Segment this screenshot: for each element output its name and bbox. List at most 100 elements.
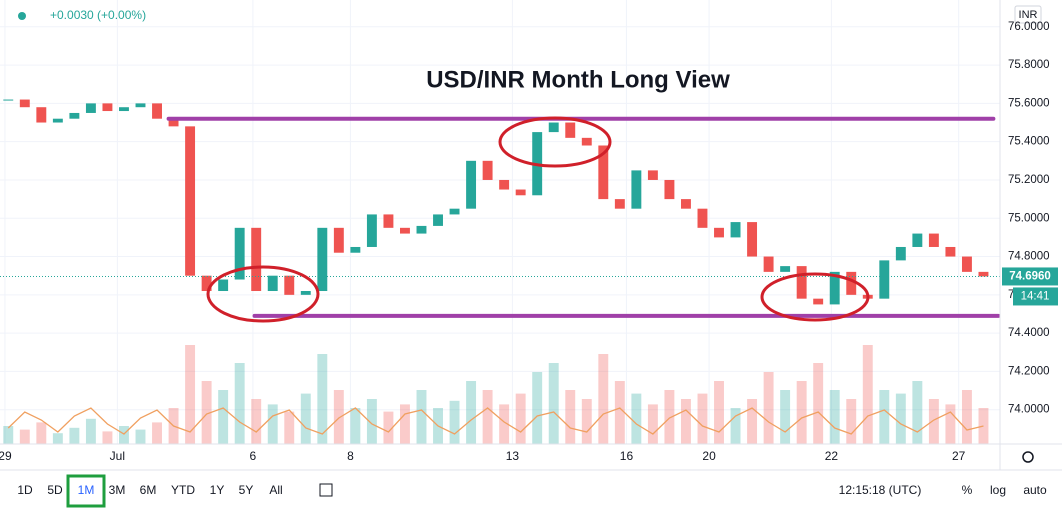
highlight-ellipse [206,265,320,323]
volume-bar [3,426,14,444]
candle-body [499,179,510,190]
volume-bar [499,404,510,444]
scale-option[interactable]: % [962,483,973,497]
price-box [1002,267,1058,286]
range-button[interactable]: 1M [78,483,95,497]
candle-body [267,275,278,292]
candle-body [234,227,245,280]
volume-bar [152,422,162,444]
volume-bar [548,363,559,444]
candle-body [3,99,14,101]
candle-body [780,266,791,272]
range-button[interactable]: All [269,483,282,497]
volume-bar [945,404,956,444]
change-label: +0.0030 (+0.00%) [50,8,146,22]
volume-bar [796,381,807,444]
volume-bar [350,408,361,444]
candle-body [581,137,592,146]
y-tick-label: 75.2000 [1008,174,1050,186]
volume-bar [780,390,791,444]
range-button[interactable]: 5Y [239,483,254,497]
volume-bar [482,390,493,444]
candle-body [36,107,47,123]
candle-body [383,214,394,228]
candle-body [201,275,212,292]
y-tick-label: 75.4000 [1008,136,1050,148]
x-tick-label: 22 [825,449,839,463]
volume-bar [697,393,708,444]
candle-body [69,112,80,119]
scale-option[interactable]: log [990,483,1006,497]
candle-body [515,189,526,196]
candle-body [466,160,477,209]
candle-body [119,107,129,112]
currency-box[interactable] [1014,5,1042,24]
range-button[interactable]: YTD [171,483,195,497]
volume-bar [333,390,344,444]
candle-body [714,227,724,238]
settings-icon[interactable] [1022,451,1034,463]
candle-body [961,256,972,272]
range-button[interactable]: 1Y [210,483,225,497]
volume-bar [119,426,129,444]
range-button[interactable]: 3M [109,483,126,497]
candle-body [945,246,956,257]
candle-body [317,227,328,292]
plot [0,99,1001,318]
highlight-ellipse [498,116,612,168]
volume-bar [19,429,30,444]
grid [0,0,1000,444]
volume-bar [532,372,543,444]
candle-body [482,160,493,180]
candle-body [895,246,906,261]
candle-body [598,145,609,200]
candle-body [565,122,576,138]
status-dot [18,12,26,20]
candle-body [747,222,758,257]
candle-body [928,233,939,247]
volume-bar [102,431,113,444]
candle-body [284,275,295,295]
compare-icon[interactable] [319,483,333,497]
candle-body [416,225,427,234]
x-tick-label: Jul [110,449,125,463]
candle-body [879,260,890,299]
y-tick-label: 74.2000 [1008,365,1050,377]
candle-body [763,256,774,272]
lower-pane [3,345,989,444]
scale-option[interactable]: auto [1023,483,1047,497]
axes: 74.000074.200074.400074.600074.800075.00… [0,21,1058,463]
range-button[interactable]: 5D [47,483,63,497]
candle-body [846,271,857,295]
volume-bar [135,429,146,444]
volume-bar [251,399,262,444]
volume-bar [300,393,311,444]
clock: 12:15:18 (UTC) [839,483,922,497]
candle-body [912,233,923,247]
candle-body [52,118,63,123]
candle-body [400,227,410,234]
range-button[interactable]: 1D [17,483,33,497]
candle-body [813,298,824,305]
candle-body [366,214,377,247]
volume-bar [52,433,63,444]
volume-bar [267,404,278,444]
y-tick-label: 74.4000 [1008,327,1050,339]
volume-bar [581,399,592,444]
highlight-ellipse [760,272,870,322]
volume-bar [565,390,576,444]
candle-body [251,227,262,292]
candle-body [218,279,229,292]
candle-body [102,103,113,112]
candle-body [796,266,807,299]
volume-bar [416,390,427,444]
volume-bar [961,390,972,444]
candle-body [647,170,658,180]
volume-bar [647,404,658,444]
range-button[interactable]: 6M [140,483,157,497]
volume-bar [85,418,96,444]
volume-bar [466,381,477,444]
y-tick-label: 76.0000 [1008,21,1050,33]
x-tick-label: 8 [347,449,354,463]
